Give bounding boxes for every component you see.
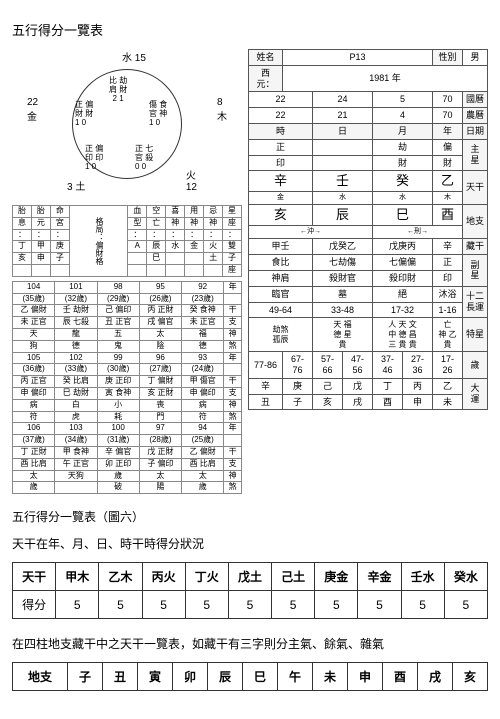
label-water: 水 15 — [122, 49, 146, 64]
table-row: 未 正官辰 七殺丑 正官戌 偏官未 正官支 — [13, 317, 242, 329]
table-row: 丑子亥戌酉申未 — [249, 394, 488, 410]
table-row: (35歲)(32歲)(29歲)(26歲)(23歲) — [13, 293, 242, 305]
label-fire: 火12 — [186, 167, 197, 193]
table-row: 符虎耗門符煞 — [13, 411, 242, 423]
table-row: 臨官墓絕沐浴十二長運 — [249, 286, 488, 302]
inner-br: 正 七官 殺0 0 — [135, 145, 153, 171]
table-row: 104101989592年 — [13, 281, 242, 293]
name-label: 姓名 — [249, 50, 283, 66]
table-row: 金水水木 — [249, 191, 488, 204]
year-grid-table: 104101989592年(35歲)(32歲)(29歲)(26歲)(23歲)乙 … — [12, 281, 242, 494]
geju-cell: 格局：偏財格 — [69, 206, 128, 277]
table-row: 丁甲庚A辰水金火雙 — [13, 241, 242, 253]
table-row: (36歲)(33歲)(30歲)(27歲)(24歲) — [13, 364, 242, 376]
table-row: 西元： 1981 年 — [249, 65, 488, 92]
table-row: 辛庚己戊丁丙乙大運 — [249, 378, 488, 394]
table-row: 2221470農曆 — [249, 108, 488, 124]
inner-r: 傷 食官 神1 0 — [149, 101, 167, 127]
bazi-panel: 姓名 P13 性別 男 西元： 1981 年 2224570國曆 2221470… — [248, 49, 488, 494]
wuxing-circle-chart: 水 15 8木 火12 3 土 22金 比 劫肩 財2 1 傷 食官 神1 0 … — [27, 49, 227, 199]
table-row: 天干甲木乙木丙火丁火戊土己土庚金辛金壬水癸水 — [13, 563, 488, 591]
table-row: 胎胎命 格局：偏財格 血空喜用忌星 — [13, 206, 242, 218]
page-title: 五行得分一覽表 — [12, 20, 488, 39]
name-value: P13 — [282, 50, 432, 66]
bazi-table: 姓名 P13 性別 男 西元： 1981 年 2224570國曆 2221470… — [248, 49, 488, 410]
table-row: 正劫偏主星 — [249, 139, 488, 155]
left-panel: 水 15 8木 火12 3 土 22金 比 劫肩 財2 1 傷 食官 神1 0 … — [12, 49, 242, 494]
table-row: (37歲)(34歲)(31歲)(28歲)(25歲) — [13, 435, 242, 447]
sex-value: 男 — [462, 50, 487, 66]
table-row: 狗德鬼陰德煞 — [13, 340, 242, 352]
table-row: 49-6433-4817-321-16 — [249, 302, 488, 318]
label-earth: 3 土 — [67, 178, 85, 193]
label-metal: 22金 — [27, 97, 38, 123]
table-row: 申 偏印巳 劫財寅 食神亥 正財申 偏印支 — [13, 387, 242, 399]
caption-3: 在四柱地支藏干中之天干一覽表，如藏干有三字則分主氣、餘氣、雜氣 — [12, 635, 488, 652]
attributes-table: 胎胎命 格局：偏財格 血空喜用忌星 息元宮型亡神神神座 ：：：：：：：：： 丁甲… — [12, 205, 242, 277]
table-row: 姓名 P13 性別 男 — [249, 50, 488, 66]
tengan-score-table: 天干甲木乙木丙火丁火戊土己土庚金辛金壬水癸水 得分5555555555 — [12, 562, 488, 619]
table-row: 印財財 — [249, 155, 488, 171]
table-row: 得分5555555555 — [13, 591, 488, 619]
table-row: 食比七劫傷七偏偏正副星 — [249, 255, 488, 271]
table-row: ：：：：：：：：： — [13, 229, 242, 241]
table-row: 105102999693年 — [13, 352, 242, 364]
table-row: 歲破陽歲煞 — [13, 482, 242, 494]
inner-bl: 正 偏印 印1 0 — [85, 145, 103, 171]
inner-top: 比 劫肩 財2 1 — [109, 77, 127, 103]
table-row: 地支子丑寅卯辰巳午未申酉戌亥 — [13, 663, 488, 691]
table-row: 座 — [13, 264, 242, 276]
table-row: 天龍五太福神 — [13, 328, 242, 340]
table-row: 77-8667-7657-6647-5637-4627-3617-26歲 — [249, 352, 488, 379]
table-row: 辛壬癸乙天干 — [249, 171, 488, 192]
table-row: 神肩殺財官殺印財印 — [249, 270, 488, 286]
inner-l: 正 偏財 財1 0 — [75, 101, 93, 127]
sex-label: 性別 — [432, 50, 462, 66]
top-container: 水 15 8木 火12 3 土 22金 比 劫肩 財2 1 傷 食官 神1 0 … — [12, 49, 488, 494]
table-row: 亥辰巳酉地支 — [249, 205, 488, 226]
caption-2: 天干在年、月、日、時干時得分狀況 — [12, 535, 488, 552]
caption-1: 五行得分一覽表（圖六） — [12, 508, 488, 525]
dizhi-table: 地支子丑寅卯辰巳午未申酉戌亥 — [12, 662, 488, 691]
label-wood: 8木 — [217, 97, 227, 123]
table-row: 1061031009794年 — [13, 423, 242, 435]
table-row: 太天狗歲太太神 — [13, 470, 242, 482]
table-row: 息元宮型亡神神神座 — [13, 217, 242, 229]
table-row: 甲壬戊癸乙戊庚丙辛藏干 — [249, 239, 488, 255]
table-row: 丁 正財甲 食神辛 偏官戊 正財乙 偏財干 — [13, 446, 242, 458]
table-row: 丙 正官癸 比肩庚 正印丁 偏財甲 傷官干 — [13, 376, 242, 388]
table-row: 時日月年日期 — [249, 123, 488, 139]
table-row: ←沖→←刑→ — [249, 225, 488, 238]
table-row: 乙 偏財壬 劫財己 偏印丙 正財癸 食神干 — [13, 305, 242, 317]
table-row: 病白小喪病神 — [13, 399, 242, 411]
table-row: 亥申子巳土子 — [13, 253, 242, 265]
table-row: 2224570國曆 — [249, 92, 488, 108]
table-row: 酉 比肩午 正官卯 正印子 偏印酉 比肩支 — [13, 458, 242, 470]
